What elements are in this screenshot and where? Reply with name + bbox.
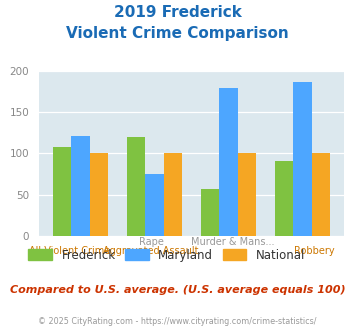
Text: Compared to U.S. average. (U.S. average equals 100): Compared to U.S. average. (U.S. average … — [10, 285, 345, 295]
Bar — [219, 88, 238, 236]
Legend: Frederick, Maryland, National: Frederick, Maryland, National — [24, 244, 310, 266]
Bar — [294, 82, 312, 236]
Text: Aggravated Assault: Aggravated Assault — [103, 246, 199, 256]
Text: All Violent Crime: All Violent Crime — [29, 246, 110, 256]
Bar — [312, 153, 331, 236]
Bar — [146, 174, 164, 236]
Text: 2019 Frederick: 2019 Frederick — [114, 5, 241, 20]
Bar — [164, 153, 182, 236]
Bar — [71, 136, 90, 236]
Text: Robbery: Robbery — [294, 246, 334, 256]
Bar — [238, 153, 256, 236]
Text: Violent Crime Comparison: Violent Crime Comparison — [66, 26, 289, 41]
Bar — [53, 147, 71, 236]
Bar — [275, 161, 294, 236]
Bar — [127, 137, 146, 236]
Bar — [90, 153, 108, 236]
Text: Rape: Rape — [138, 237, 163, 247]
Text: Murder & Mans...: Murder & Mans... — [191, 237, 274, 247]
Text: © 2025 CityRating.com - https://www.cityrating.com/crime-statistics/: © 2025 CityRating.com - https://www.city… — [38, 317, 317, 326]
Bar — [201, 189, 219, 236]
